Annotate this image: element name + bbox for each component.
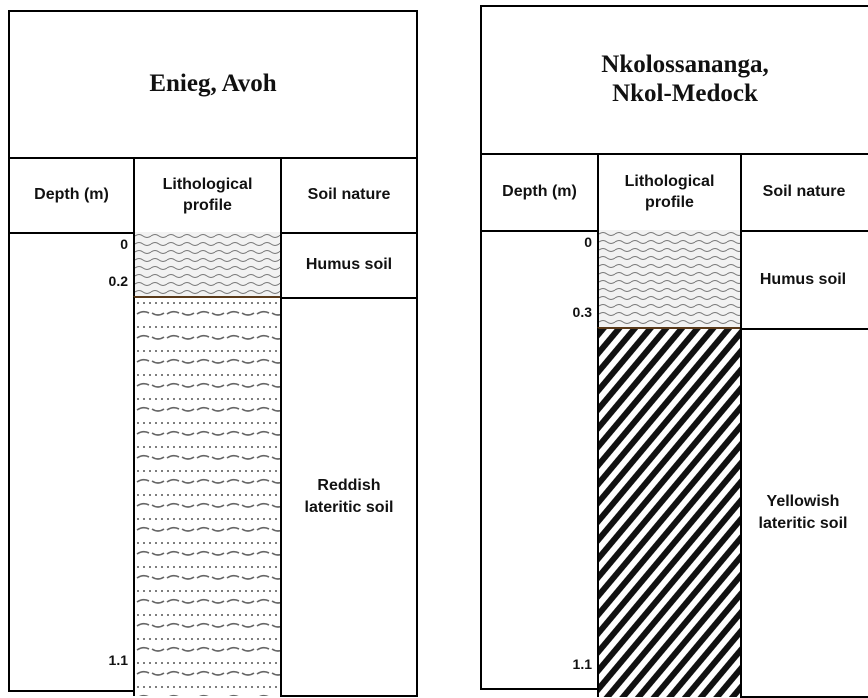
depth-label: 0.2: [108, 273, 128, 289]
column-header: Lithological profile: [597, 153, 742, 232]
reddish-pattern: [135, 298, 280, 696]
soil-nature: Yellowish lateritic soil: [740, 328, 868, 698]
soil-nature: Humus soil: [280, 232, 418, 299]
column-header: Depth (m): [480, 153, 599, 232]
depth-label: 1.1: [108, 652, 128, 668]
humus-layer: [133, 232, 282, 298]
soil-nature: Reddish lateritic soil: [280, 297, 418, 697]
column-header: Soil nature: [740, 153, 868, 232]
panel-title: Enieg, Avoh: [8, 10, 418, 159]
depth-column: [8, 232, 135, 692]
page: Enieg, Avoh Depth (m) Lithological profi…: [8, 5, 868, 698]
panel-title: Nkolossananga, Nkol-Medock: [480, 5, 868, 155]
column-header: Depth (m): [8, 157, 135, 234]
humus-pattern: [599, 230, 740, 329]
lateritic-layer: [597, 327, 742, 697]
lateritic-layer: [133, 296, 282, 696]
yellowish-pattern: [599, 329, 740, 697]
humus-pattern: [135, 232, 280, 298]
column-header: Soil nature: [280, 157, 418, 234]
depth-label: 0: [120, 236, 128, 252]
depth-label: 1.1: [572, 656, 592, 672]
depth-label: 0.3: [572, 304, 592, 320]
depth-label: 0: [584, 234, 592, 250]
depth-column: [480, 230, 599, 690]
soil-nature: Humus soil: [740, 230, 868, 330]
humus-layer: [597, 230, 742, 329]
column-header: Lithological profile: [133, 157, 282, 234]
